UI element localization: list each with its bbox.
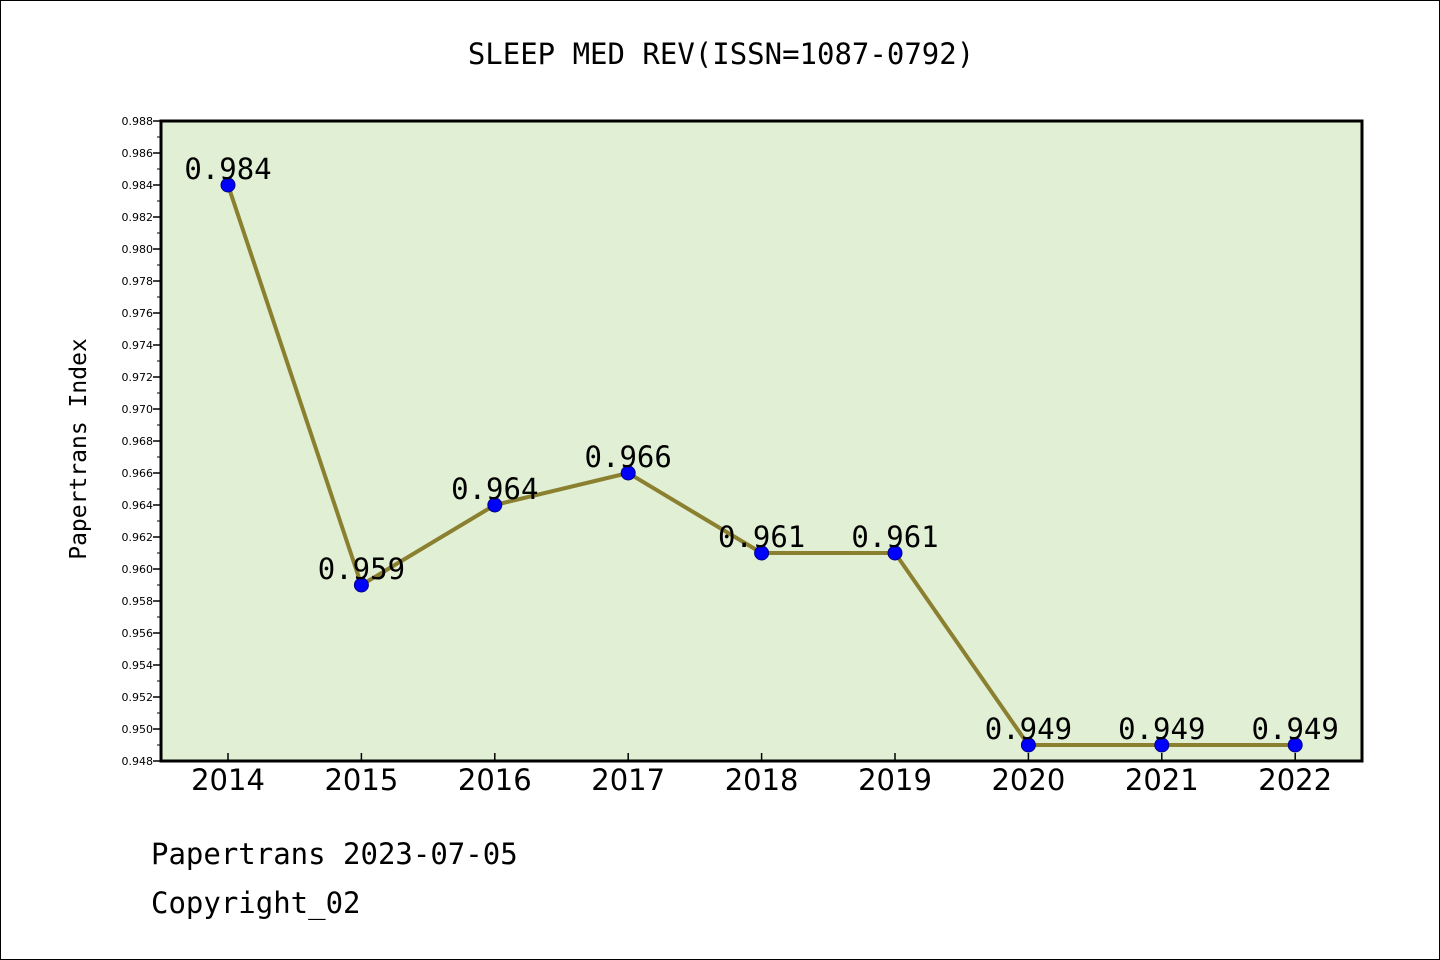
plot-frame — [159, 119, 1364, 763]
y-tick-label: 0.960 — [122, 563, 154, 576]
y-tick-label: 0.970 — [122, 403, 154, 416]
y-tick-label: 0.948 — [122, 755, 154, 768]
data-label: 0.949 — [1252, 712, 1339, 746]
y-tick-label: 0.978 — [122, 275, 154, 288]
data-point — [754, 545, 770, 561]
y-tick-label: 0.984 — [122, 179, 154, 192]
y-tick-label: 0.988 — [122, 115, 154, 128]
data-label: 0.966 — [585, 440, 672, 474]
data-label: 0.949 — [985, 712, 1072, 746]
y-tick-label: 0.962 — [122, 531, 154, 544]
data-labels: 0.984 0.959 0.964 0.966 0.961 0.961 0.949 0.949… — [184, 152, 1339, 746]
data-point — [1154, 737, 1170, 753]
y-tick-label: 0.968 — [122, 435, 154, 448]
x-tick-label: 2019 — [858, 763, 932, 797]
data-label: 0.961 — [718, 520, 805, 554]
chart-title: SLEEP MED REV(ISSN=1087-0792) — [467, 37, 975, 71]
y-tick-label: 0.952 — [122, 691, 154, 704]
data-point — [1287, 737, 1303, 753]
data-label: 0.949 — [1118, 712, 1205, 746]
x-axis: 2014 2015 2016 2017 2018 2019 2020 2021 2022 — [191, 753, 1332, 797]
x-tick-label: 2021 — [1125, 763, 1199, 797]
x-tick-label: 2017 — [591, 763, 665, 797]
plot-area — [161, 121, 1362, 761]
y-axis-label: Papertrans Index — [66, 338, 92, 560]
data-point — [620, 465, 636, 481]
data-markers — [220, 177, 1303, 753]
x-tick-label: 2020 — [991, 763, 1065, 797]
y-tick-label: 0.950 — [122, 723, 154, 736]
data-point — [353, 577, 369, 593]
data-label: 0.959 — [318, 552, 405, 586]
y-tick-label: 0.982 — [122, 211, 154, 224]
x-tick-label: 2016 — [458, 763, 532, 797]
x-tick-label: 2018 — [725, 763, 799, 797]
y-axis: 0.948 0.950 0.952 0.954 0.956 0.958 0.960 0.962… — [122, 115, 161, 768]
y-tick-label: 0.974 — [122, 339, 154, 352]
y-tick-label: 0.976 — [122, 307, 154, 320]
x-tick-label: 2022 — [1258, 763, 1332, 797]
y-tick-label: 0.964 — [122, 499, 154, 512]
footer-copyright: Copyright_02 — [151, 886, 361, 920]
y-tick-label: 0.980 — [122, 243, 154, 256]
y-tick-label: 0.958 — [122, 595, 154, 608]
data-point — [1020, 737, 1036, 753]
y-tick-label: 0.986 — [122, 147, 154, 160]
y-tick-label: 0.966 — [122, 467, 154, 480]
y-tick-label: 0.956 — [122, 627, 154, 640]
data-label: 0.984 — [184, 152, 271, 186]
data-point — [220, 177, 236, 193]
footer-date: Papertrans 2023-07-05 — [151, 837, 518, 871]
data-point — [887, 545, 903, 561]
data-point — [487, 497, 503, 513]
x-tick-label: 2015 — [324, 763, 398, 797]
y-tick-label: 0.972 — [122, 371, 154, 384]
data-label: 0.961 — [851, 520, 938, 554]
y-tick-label: 0.954 — [122, 659, 154, 672]
x-tick-label: 2014 — [191, 763, 265, 797]
data-label: 0.964 — [451, 472, 538, 506]
